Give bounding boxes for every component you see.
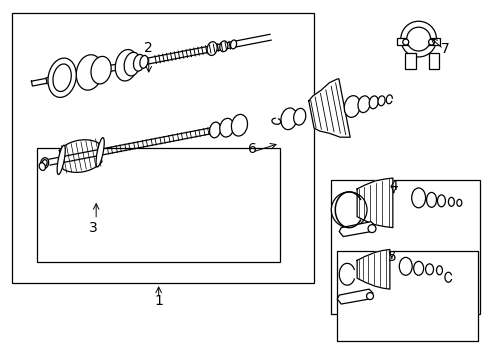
Polygon shape [339,222,374,237]
Ellipse shape [447,197,453,206]
Polygon shape [59,140,102,172]
Text: 4: 4 [388,179,397,193]
Ellipse shape [140,55,148,68]
Ellipse shape [456,199,461,206]
Polygon shape [356,178,392,228]
Ellipse shape [411,188,425,208]
Circle shape [427,39,434,45]
Ellipse shape [426,192,436,207]
Bar [331,180,479,314]
Circle shape [406,27,429,51]
Text: 3: 3 [89,221,97,235]
Circle shape [400,21,436,57]
Ellipse shape [399,257,411,275]
Ellipse shape [231,114,247,136]
Polygon shape [308,79,349,137]
Ellipse shape [42,159,47,167]
Bar [337,251,477,341]
Text: 7: 7 [440,42,449,56]
Ellipse shape [293,108,305,125]
Ellipse shape [133,54,144,71]
Ellipse shape [219,118,233,137]
Ellipse shape [57,145,65,175]
Text: 1: 1 [154,294,163,308]
Ellipse shape [39,163,45,170]
Ellipse shape [209,122,220,138]
Ellipse shape [357,96,369,113]
Ellipse shape [281,108,297,130]
Ellipse shape [219,41,227,52]
Ellipse shape [437,195,445,207]
Ellipse shape [96,138,104,167]
Bar [12,13,314,283]
Bar [404,53,415,69]
Ellipse shape [377,96,384,106]
Circle shape [331,192,366,228]
Ellipse shape [344,96,360,117]
Text: 2: 2 [144,41,153,55]
Text: 5: 5 [386,251,395,264]
Circle shape [366,293,373,300]
Ellipse shape [48,58,76,98]
Ellipse shape [53,64,71,91]
Ellipse shape [206,42,217,55]
Bar [396,38,440,45]
Ellipse shape [436,266,442,275]
Circle shape [367,225,375,233]
Ellipse shape [76,55,102,90]
Ellipse shape [124,52,140,76]
Polygon shape [31,78,47,86]
Ellipse shape [41,158,49,168]
Ellipse shape [91,57,111,84]
Text: 6: 6 [248,142,257,156]
Ellipse shape [368,96,378,109]
Ellipse shape [413,261,423,275]
Circle shape [402,39,408,45]
Ellipse shape [425,264,433,275]
Ellipse shape [230,40,236,49]
Polygon shape [337,289,372,304]
Bar [427,53,439,69]
Bar [37,148,279,262]
Polygon shape [356,249,389,289]
Ellipse shape [115,50,137,81]
